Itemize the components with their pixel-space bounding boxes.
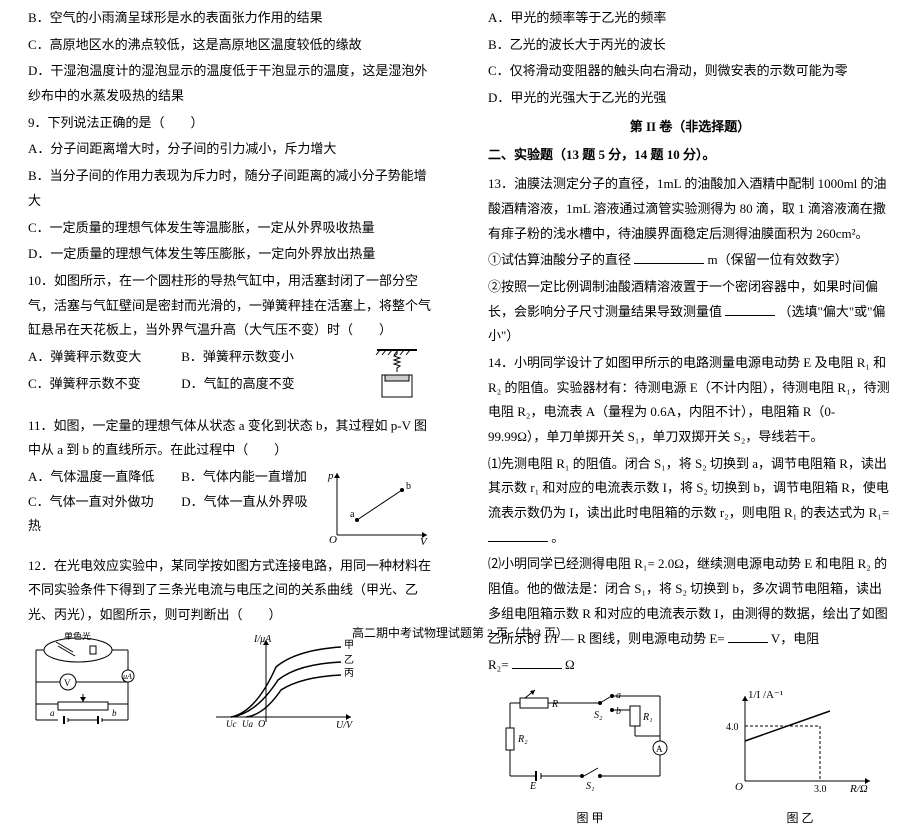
curve-yi: 乙 bbox=[344, 654, 354, 666]
ammeter-label: A bbox=[656, 744, 663, 754]
q14-stem: 14．小明同学设计了如图甲所示的电路测量电源电动势 E 及电阻 R₁ 和 R₂ … bbox=[488, 351, 892, 450]
mono-light-label: 单色光 bbox=[64, 632, 91, 641]
part2-title: 第 II 卷（非选择题） bbox=[488, 115, 892, 140]
r1-label: R₁ bbox=[642, 712, 653, 723]
pv-figure: a b p V O bbox=[322, 465, 432, 554]
q11-opt-a: A．气体温度一直降低 bbox=[28, 465, 178, 490]
pv-xlabel: V bbox=[420, 536, 428, 545]
q12-opt-a: A．甲光的频率等于乙光的频率 bbox=[488, 6, 892, 31]
q9-opt-d: D．一定质量的理想气体发生等压膨胀，一定向外界放出热量 bbox=[28, 242, 432, 267]
q9-opt-a: A．分子间距离增大时，分子间的引力减小，斥力增大 bbox=[28, 137, 432, 162]
q8-opt-d: D．干湿泡温度计的湿泡显示的温度低于干泡显示的温度，这是湿泡外纱布中的水蒸发吸热… bbox=[28, 59, 432, 108]
curve-bing: 丙 bbox=[344, 668, 354, 679]
ir-graph-svg: 4.0 3.0 1/I /A⁻¹ R/Ω O bbox=[720, 686, 880, 796]
q14-blank-r1 bbox=[488, 528, 548, 542]
q9-stem: 9．下列说法正确的是（ ） bbox=[28, 111, 432, 136]
ir-xlabel: R/Ω bbox=[849, 783, 868, 795]
left-column: B．空气的小雨滴呈球形是水的表面张力作用的结果 C．高原地区水的沸点较低，这是高… bbox=[0, 0, 460, 620]
q10-stem: 10．如图所示，在一个圆柱形的导热气缸中，用活塞封闭了一部分空气，活塞与气缸壁间… bbox=[28, 269, 432, 343]
q13-sub1: ①试估算油酸分子的直径 m（保留一位有效数字） bbox=[488, 248, 892, 273]
pv-pt-a: a bbox=[350, 509, 355, 520]
q13-blank1 bbox=[634, 250, 704, 264]
q14-blank-r2 bbox=[512, 655, 562, 669]
q11-opt-c: C．气体一直对外做功 bbox=[28, 490, 178, 515]
voltmeter-label: V bbox=[64, 678, 71, 688]
ir-ylabel: 1/I /A⁻¹ bbox=[748, 689, 783, 701]
q12-opt-d: D．甲光的光强大于乙光的光强 bbox=[488, 86, 892, 111]
q14-sub2b: R₂= Ω bbox=[488, 653, 892, 678]
microammeter-label: μA bbox=[122, 672, 132, 681]
q14-sub1-suffix: 。 bbox=[551, 530, 564, 545]
ir-origin: O bbox=[735, 781, 743, 793]
fig-jia-caption: 图 甲 bbox=[500, 807, 680, 829]
rbox-label: R bbox=[551, 699, 558, 710]
ui-ua: Ua bbox=[242, 719, 253, 729]
q13-sub1-text: ①试估算油酸分子的直径 bbox=[488, 252, 631, 267]
q10-opt-a: A．弹簧秤示数变大 bbox=[28, 345, 178, 370]
q8-opt-c: C．高原地区水的沸点较低，这是高原地区温度较低的缘故 bbox=[28, 33, 432, 58]
q11-opt-b: B．气体内能一直增加 bbox=[181, 469, 307, 484]
q8-opt-b: B．空气的小雨滴呈球形是水的表面张力作用的结果 bbox=[28, 6, 432, 31]
q13-sub1-suffix: m（保留一位有效数字） bbox=[708, 252, 848, 267]
right-column: A．甲光的频率等于乙光的频率 B．乙光的波长大于丙光的波长 C．仅将滑动变阻器的… bbox=[460, 0, 920, 620]
spring-figure bbox=[362, 345, 432, 414]
pv-pt-b: b bbox=[406, 481, 411, 492]
ir-ytick: 4.0 bbox=[726, 722, 739, 733]
fig-yi-caption: 图 乙 bbox=[720, 807, 880, 829]
q14-sub2-mid: V，电阻 bbox=[771, 631, 819, 646]
s1-label: S₁ bbox=[586, 781, 594, 792]
q13-sub2: ②按照一定比例调制油酸酒精溶液置于一个密闭容器中，如果时间偏长，会影响分子尺寸测… bbox=[488, 275, 892, 349]
s2-label: S₂ bbox=[594, 710, 603, 721]
pv-origin: O bbox=[329, 534, 337, 545]
q14-r2-unit: Ω bbox=[565, 657, 575, 672]
q10-opt-c: C．弹簧秤示数不变 bbox=[28, 372, 178, 397]
q12-stem: 12．在光电效应实验中，某同学按如图方式连接电路，用同一种材料在不同实验条件下得… bbox=[28, 554, 432, 628]
q10-opt-d: D．气缸的高度不变 bbox=[181, 372, 294, 397]
terminal-a: a bbox=[50, 708, 55, 718]
q13-stem: 13．油膜法测定分子的直径，1mL 的油酸加入酒精中配制 1000ml 的油酸酒… bbox=[488, 172, 892, 246]
emf-label: E bbox=[529, 781, 536, 792]
q14-blank-e bbox=[728, 629, 768, 643]
q9-opt-c: C．一定质量的理想气体发生等温膨胀，一定从外界吸收热量 bbox=[28, 216, 432, 241]
ir-xtick: 3.0 bbox=[814, 784, 827, 795]
ui-origin: O bbox=[258, 719, 265, 730]
spring-svg bbox=[362, 345, 432, 405]
r2-label: R₂ bbox=[517, 734, 528, 745]
q14-r2-label: R₂= bbox=[488, 657, 509, 672]
ui-ylabel: I/μA bbox=[253, 634, 272, 645]
experiment-title: 二、实验题（13 题 5 分，14 题 10 分）。 bbox=[488, 143, 892, 168]
q13-blank2 bbox=[725, 302, 775, 316]
q14-sub1-text: ⑴先测电阻 R₁ 的阻值。闭合 S₁，将 S₂ 切换到 a，调节电阻箱 R，读出… bbox=[488, 456, 889, 520]
q9-opt-b: B．当分子间的作用力表现为斥力时，随分子间距离的减小分子势能增大 bbox=[28, 164, 432, 213]
pv-ylabel: p bbox=[327, 470, 334, 482]
pv-svg: a b p V O bbox=[322, 465, 432, 545]
q10-opt-b: B．弹簧秤示数变小 bbox=[181, 345, 294, 370]
ui-uc: Uc bbox=[226, 719, 237, 729]
page: B．空气的小雨滴呈球形是水的表面张力作用的结果 C．高原地区水的沸点较低，这是高… bbox=[0, 0, 920, 620]
q11-stem: 11．如图，一定量的理想气体从状态 a 变化到状态 b，其过程如 p-V 图中从… bbox=[28, 414, 432, 463]
ir-graph-wrapper: 4.0 3.0 1/I /A⁻¹ R/Ω O 图 乙 bbox=[720, 686, 880, 829]
s2-b: b bbox=[616, 706, 621, 717]
q14-figures: R a b S₂ R₁ bbox=[488, 686, 892, 829]
q12-opt-b: B．乙光的波长大于丙光的波长 bbox=[488, 33, 892, 58]
terminal-b: b bbox=[112, 708, 117, 718]
circuit-jia-wrapper: R a b S₂ R₁ bbox=[500, 686, 680, 829]
ui-xlabel: U/V bbox=[336, 720, 354, 731]
q14-sub1: ⑴先测电阻 R₁ 的阻值。闭合 S₁，将 S₂ 切换到 a，调节电阻箱 R，读出… bbox=[488, 452, 892, 551]
circuit-jia-svg: R a b S₂ R₁ bbox=[500, 686, 680, 796]
q12-opt-c: C．仅将滑动变阻器的触头向右滑动，则微安表的示数可能为零 bbox=[488, 59, 892, 84]
q10-block: 10．如图所示，在一个圆柱形的导热气缸中，用活塞封闭了一部分空气，活塞与气缸壁间… bbox=[28, 269, 432, 414]
q11-block: 11．如图，一定量的理想气体从状态 a 变化到状态 b，其过程如 p-V 图中从… bbox=[28, 414, 432, 554]
